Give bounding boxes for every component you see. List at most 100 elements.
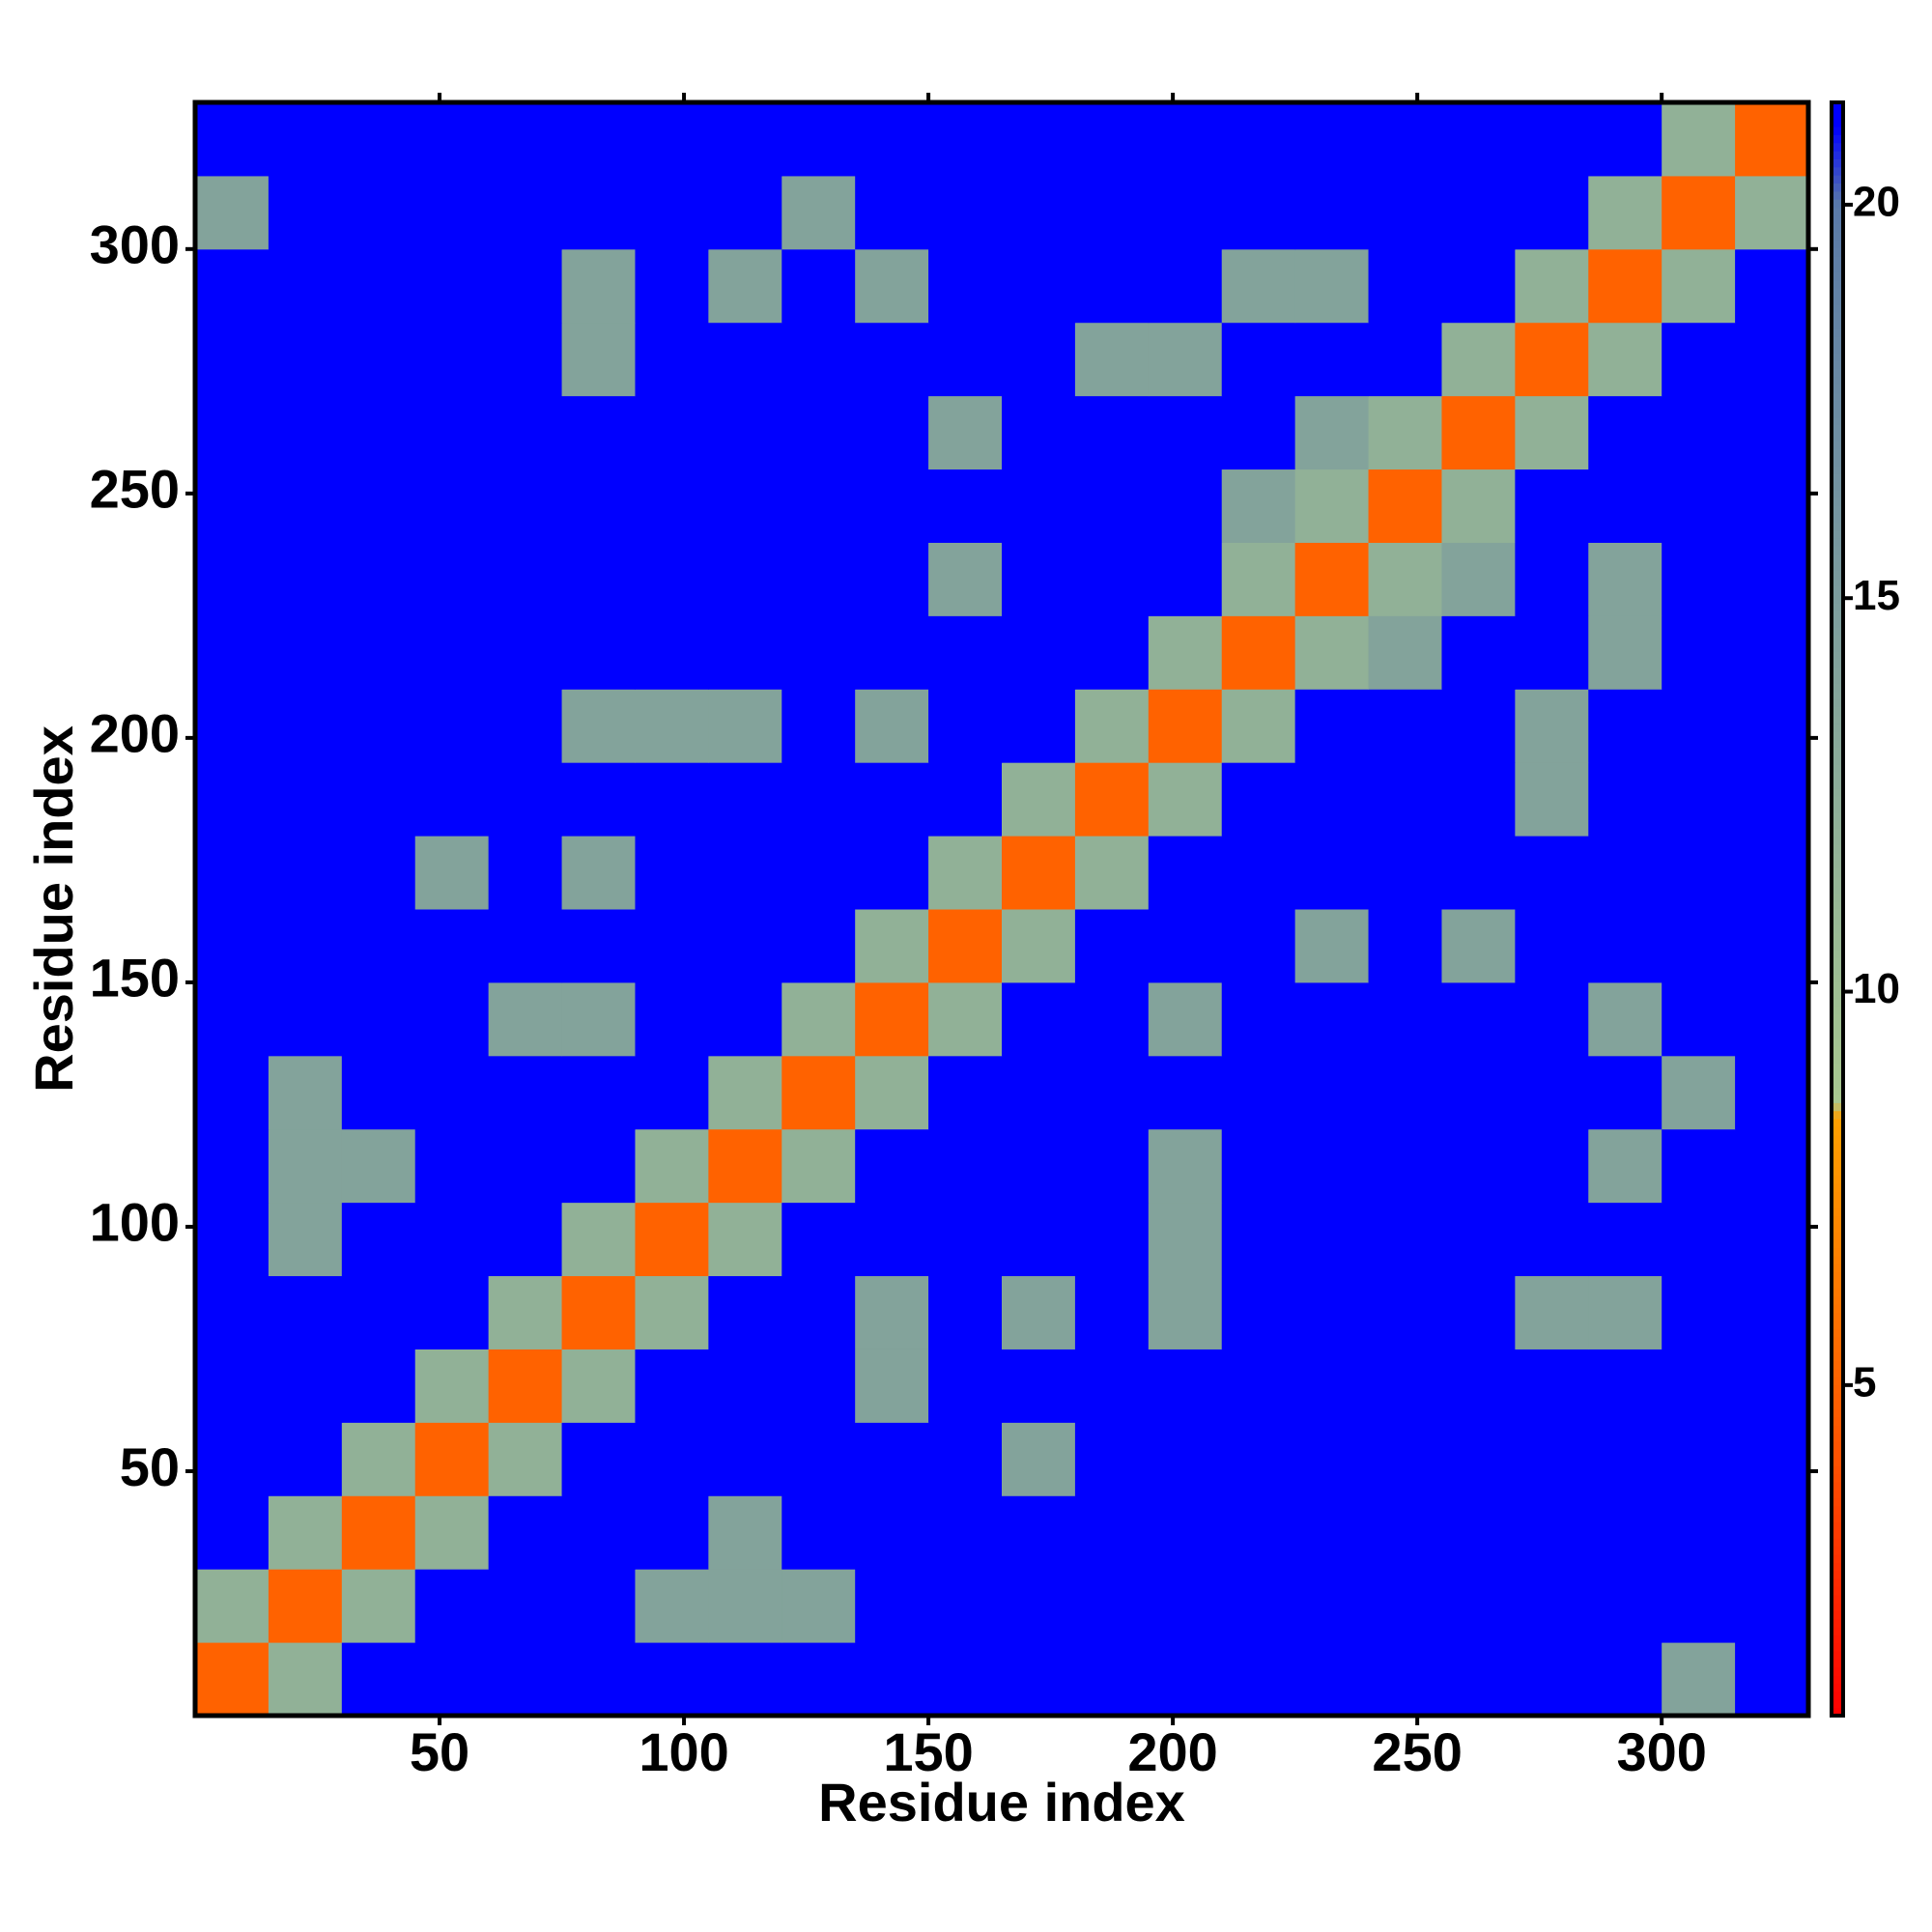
- colorbar-segment: [1832, 1295, 1843, 1305]
- colorbar-segment: [1832, 1182, 1843, 1192]
- heat-cell: [1735, 102, 1809, 177]
- heat-cell: [414, 469, 490, 543]
- heat-cell: [195, 836, 270, 910]
- heat-cell: [1002, 542, 1076, 616]
- heat-cell: [1074, 1202, 1150, 1277]
- heat-cell: [928, 542, 1003, 616]
- heat-cell: [928, 909, 1003, 983]
- heat-cell: [488, 909, 563, 983]
- heat-cell: [1368, 469, 1442, 543]
- colorbar-segment: [1832, 852, 1843, 862]
- colorbar-segment: [1832, 1570, 1843, 1579]
- colorbar-segment: [1832, 1490, 1843, 1499]
- heat-cell: [708, 102, 782, 177]
- heat-cell: [1294, 1569, 1370, 1643]
- colorbar-segment: [1832, 400, 1843, 410]
- heat-cell: [1735, 248, 1809, 324]
- heat-cell: [1368, 1349, 1442, 1423]
- heat-cell: [1441, 909, 1516, 983]
- x-tick-label: 100: [639, 1721, 728, 1782]
- x-tick-label: 200: [1127, 1721, 1217, 1782]
- heat-cell: [635, 909, 709, 983]
- heat-cell: [488, 1349, 563, 1423]
- colorbar-segment: [1832, 1328, 1843, 1338]
- colorbar-segment: [1832, 166, 1843, 176]
- heat-cell: [1294, 836, 1370, 910]
- colorbar-segment: [1832, 1393, 1843, 1402]
- heat-cell: [488, 322, 563, 397]
- colorbar-segment: [1832, 1562, 1843, 1572]
- colorbar-segment: [1832, 1264, 1843, 1273]
- heat-cell: [708, 542, 782, 616]
- heat-cell: [268, 322, 343, 397]
- heat-cell: [1515, 1569, 1589, 1643]
- heat-cell: [708, 836, 782, 910]
- heat-cell: [1002, 395, 1076, 470]
- heat-cell: [1002, 248, 1076, 324]
- heat-cell: [855, 1275, 929, 1350]
- heat-cell: [1221, 248, 1296, 324]
- heat-cell: [855, 836, 929, 910]
- heat-cell: [928, 1275, 1003, 1350]
- heat-cell: [1002, 689, 1076, 763]
- colorbar-segment: [1832, 554, 1843, 563]
- heat-cell: [268, 1055, 343, 1130]
- colorbar-segment: [1832, 1529, 1843, 1539]
- colorbar-segment: [1832, 336, 1843, 345]
- heat-cell: [195, 469, 270, 543]
- heat-cell: [1294, 102, 1370, 177]
- colorbar-segment: [1832, 1377, 1843, 1386]
- colorbar-segment: [1832, 828, 1843, 838]
- heat-cell: [1735, 981, 1809, 1057]
- heat-cell: [268, 1569, 343, 1643]
- heat-cell: [268, 469, 343, 543]
- heat-cell: [1515, 1202, 1589, 1277]
- heat-cell: [1662, 1055, 1736, 1130]
- heat-cell: [1294, 1055, 1370, 1130]
- colorbar-segment: [1832, 642, 1843, 652]
- colorbar-segment: [1832, 1256, 1843, 1264]
- heat-cell: [1074, 469, 1150, 543]
- heat-cell: [1074, 395, 1150, 470]
- colorbar-segment: [1832, 1538, 1843, 1548]
- heat-cell: [561, 469, 636, 543]
- colorbar-segment: [1832, 1481, 1843, 1491]
- heat-cell: [1294, 909, 1370, 983]
- heat-cell: [1515, 689, 1589, 763]
- heat-cell: [781, 909, 856, 983]
- heat-cell: [855, 395, 929, 470]
- colorbar-segment: [1832, 223, 1843, 233]
- heat-cell: [1074, 322, 1150, 397]
- colorbar-segment: [1832, 1497, 1843, 1507]
- heat-cell: [708, 762, 782, 837]
- heat-cell: [414, 981, 490, 1057]
- heat-cell: [414, 1642, 490, 1717]
- heat-cell: [1002, 1569, 1076, 1643]
- heat-cell: [855, 175, 929, 250]
- heat-cell: [268, 542, 343, 616]
- heat-cell: [928, 1349, 1003, 1423]
- heat-cell: [561, 1349, 636, 1423]
- heat-cell: [855, 615, 929, 690]
- colorbar-segment: [1832, 1207, 1843, 1216]
- heat-cell: [195, 1349, 270, 1423]
- heat-cell: [635, 762, 709, 837]
- heat-cell: [928, 762, 1003, 837]
- colorbar-segment: [1832, 264, 1843, 272]
- heat-cell: [1515, 322, 1589, 397]
- colorbar-segment: [1832, 537, 1843, 547]
- heat-cell: [635, 1275, 709, 1350]
- heat-cell: [635, 981, 709, 1057]
- colorbar-tick-label: 15: [1853, 572, 1900, 619]
- heat-cell: [341, 689, 416, 763]
- colorbar-segment: [1832, 1312, 1843, 1321]
- heat-cell: [781, 1275, 856, 1350]
- colorbar-tick-label: 5: [1853, 1358, 1876, 1406]
- heat-cell: [341, 1422, 416, 1496]
- heat-cell: [1515, 1275, 1589, 1350]
- heat-cell: [1441, 175, 1516, 250]
- colorbar-segment: [1832, 1167, 1843, 1177]
- colorbar-segment: [1832, 433, 1843, 442]
- heat-cell: [1441, 1275, 1516, 1350]
- heat-cell: [1515, 1128, 1589, 1204]
